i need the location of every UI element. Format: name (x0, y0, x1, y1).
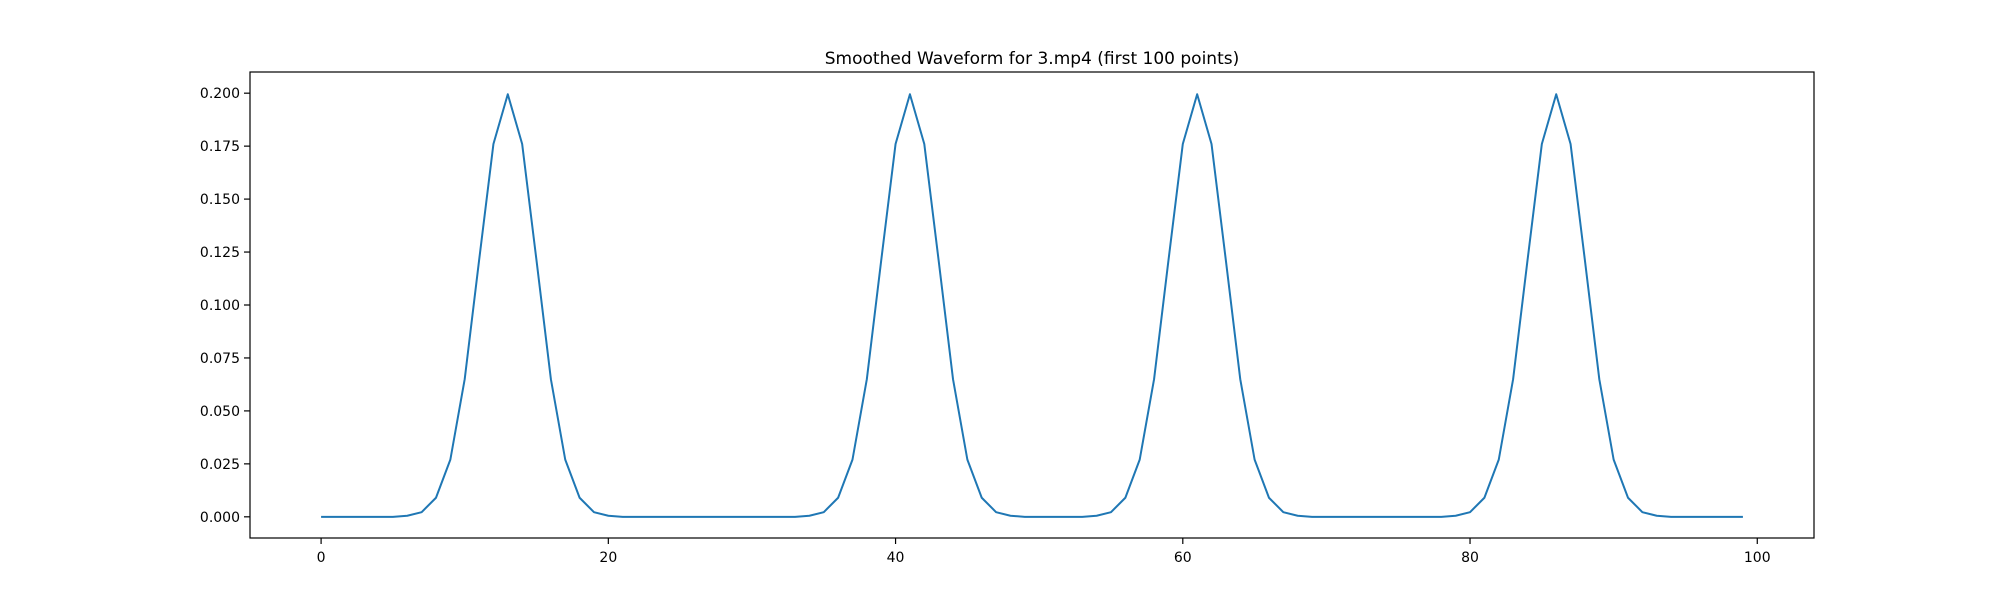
y-axis: 0.000 0.025 0.050 0.075 0.100 0.125 0.150 0.175… (200, 86, 250, 526)
x-tick-label: 60 (1174, 550, 1192, 566)
x-tick-label: 80 (1461, 550, 1479, 566)
y-tick-label: 0.125 (200, 245, 240, 261)
chart-title: Smoothed Waveform for 3.mp4 (first 100 p… (825, 49, 1239, 69)
y-tick-label: 0.025 (200, 457, 240, 473)
x-tick-label: 0 (317, 550, 326, 566)
waveform-line (321, 93, 1743, 518)
y-tick-label: 0.050 (200, 404, 240, 420)
y-tick-label: 0.175 (200, 139, 240, 155)
x-tick-label: 40 (887, 550, 905, 566)
x-tick-label: 20 (599, 550, 617, 566)
y-tick-label: 0.075 (200, 351, 240, 367)
y-tick-label: 0.150 (200, 192, 240, 208)
y-tick-label: 0.000 (200, 510, 240, 526)
y-tick-label: 0.200 (200, 86, 240, 102)
x-tick-label: 100 (1744, 550, 1771, 566)
x-axis: 0 20 40 60 80 100 (317, 538, 1771, 566)
y-tick-label: 0.100 (200, 298, 240, 314)
plot-frame (249, 71, 1815, 539)
